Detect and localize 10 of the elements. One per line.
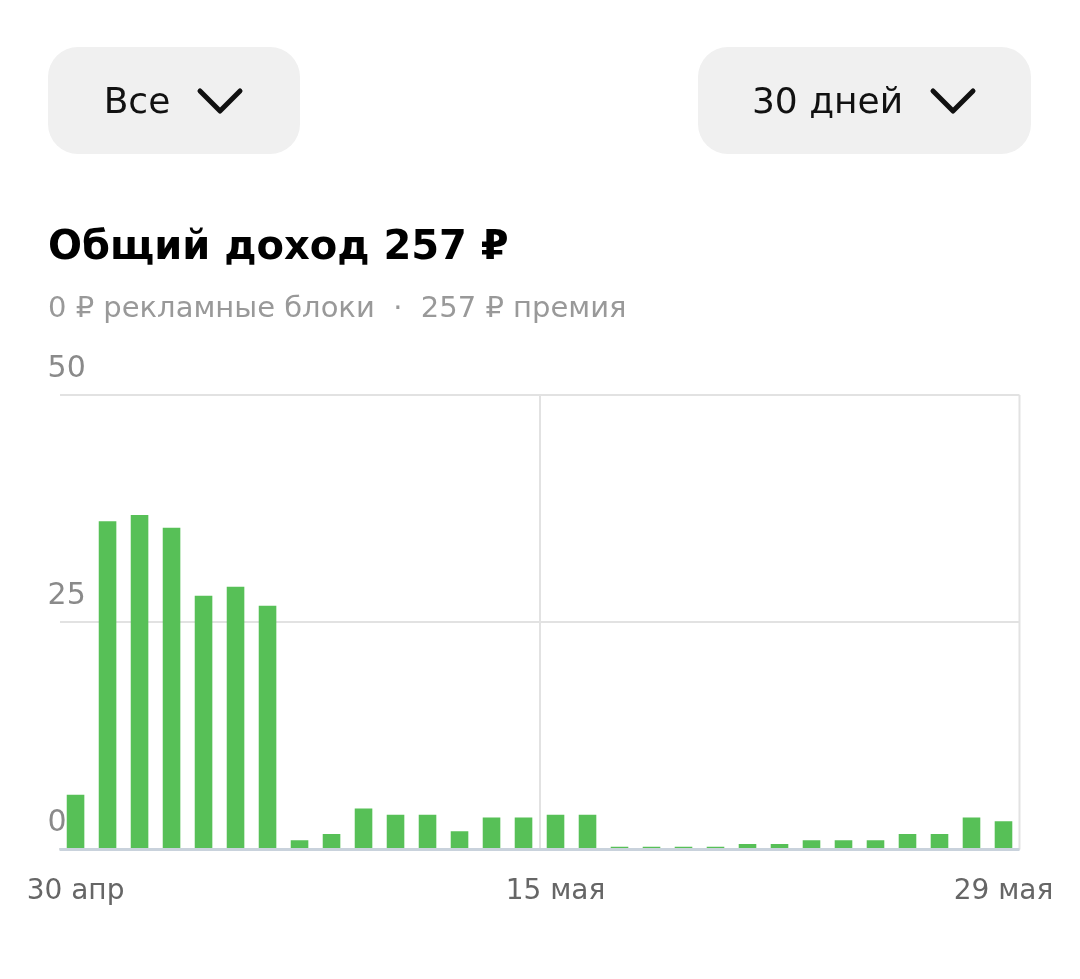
chart-subtitle: 0 ₽ рекламные блоки · 257 ₽ премия	[48, 290, 627, 324]
dropdown-field: Все	[48, 47, 300, 154]
y-tick-label: 0	[47, 803, 67, 839]
dropdown-field: 30 дней	[698, 47, 1031, 154]
x-tick-label: 15 мая	[505, 873, 606, 907]
y-tick-label: 25	[47, 576, 86, 611]
chart-title: Общий доход 257 ₽	[48, 222, 509, 268]
x-tick-label: 30 апр	[26, 873, 125, 907]
x-tick-label: 29 мая	[953, 873, 1054, 907]
y-tick-label: 50	[47, 348, 86, 384]
